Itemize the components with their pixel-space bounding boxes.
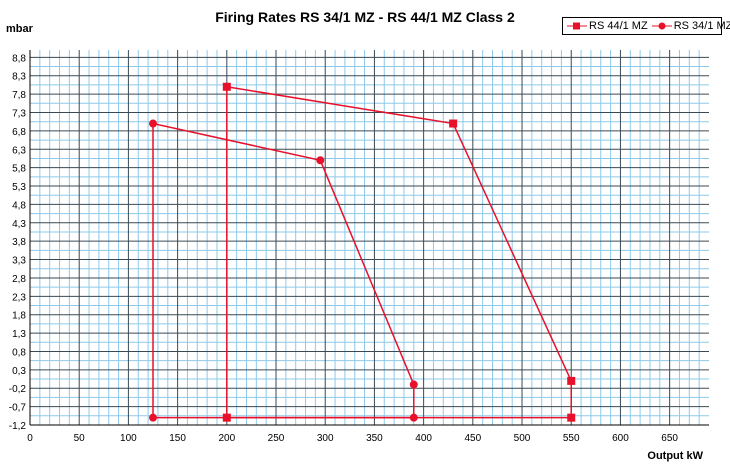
legend: RS 44/1 MZ RS 34/1 MZ — [562, 17, 730, 35]
x-tick-label: 450 — [464, 433, 481, 444]
y-tick-label: 7,8 — [12, 90, 26, 101]
data-point-square — [222, 82, 231, 91]
data-point-circle — [316, 156, 325, 165]
legend-label-rs44: RS 44/1 MZ — [589, 20, 648, 32]
y-tick-label: 6,8 — [12, 127, 26, 138]
legend-item-rs34: RS 34/1 MZ — [651, 20, 730, 32]
data-point-circle — [149, 119, 158, 128]
y-tick-label: 4,8 — [12, 200, 26, 211]
data-point-circle — [409, 413, 418, 422]
series-layer — [149, 82, 576, 422]
y-axis-label: mbar — [6, 23, 34, 35]
x-tick-label: 550 — [563, 433, 580, 444]
x-tick-label: 50 — [74, 433, 86, 444]
y-tick-label: 1,3 — [12, 329, 26, 340]
x-tick-label: 650 — [661, 433, 678, 444]
x-tick-label: 350 — [366, 433, 383, 444]
legend-label-rs34: RS 34/1 MZ — [673, 20, 730, 32]
data-point-square — [449, 119, 458, 128]
data-point-square — [567, 413, 576, 422]
y-tick-label: 7,3 — [12, 109, 26, 120]
y-tick-label: 0,8 — [12, 347, 26, 358]
x-tick-label: 400 — [415, 433, 432, 444]
y-tick-label: 8,3 — [12, 72, 26, 83]
x-tick-label: 200 — [218, 433, 235, 444]
y-tick-label: 6,3 — [12, 145, 26, 156]
y-tick-label: -0,2 — [9, 384, 27, 395]
grid — [30, 50, 709, 426]
y-tick-label: 5,3 — [12, 182, 26, 193]
y-tick-label: 3,8 — [12, 237, 26, 248]
circle-marker-icon — [651, 22, 672, 30]
y-tick-label: 4,3 — [12, 219, 26, 230]
x-tick-label: 0 — [27, 433, 33, 444]
data-point-square — [567, 376, 576, 385]
x-axis-label: Output kW — [647, 450, 703, 462]
x-tick-label: 100 — [120, 433, 137, 444]
y-tick-label: 8,8 — [12, 53, 26, 64]
y-tick-label: 2,3 — [12, 292, 26, 303]
chart-title: Firing Rates RS 34/1 MZ - RS 44/1 MZ Cla… — [215, 9, 515, 25]
legend-item-rs44: RS 44/1 MZ — [567, 20, 648, 32]
x-tick-label: 300 — [317, 433, 334, 444]
axes: -1,2 -0,7 -0,2 0,3 0,8 1,3 1,8 2,3 2,8 3,3 3,8 4,3 4… — [9, 50, 709, 444]
y-tick-label: -1,2 — [9, 421, 27, 432]
y-tick-label: 0,3 — [12, 366, 26, 377]
x-tick-label: 600 — [612, 433, 629, 444]
series-line-1 — [152, 122, 415, 419]
y-tick-label: 5,8 — [12, 164, 26, 175]
plot-area — [30, 50, 709, 425]
series-line-0 — [226, 85, 572, 419]
y-tick-label: 1,8 — [12, 311, 26, 322]
y-tick-label: 2,8 — [12, 274, 26, 285]
x-tick-label: 150 — [169, 433, 186, 444]
data-point-circle — [409, 380, 418, 389]
y-tick-label: 3,3 — [12, 256, 26, 267]
x-tick-label: 500 — [514, 433, 531, 444]
x-tick-label: 250 — [268, 433, 285, 444]
data-point-circle — [149, 413, 158, 422]
square-marker-icon — [567, 22, 587, 30]
y-tick-label: -0,7 — [9, 403, 27, 414]
